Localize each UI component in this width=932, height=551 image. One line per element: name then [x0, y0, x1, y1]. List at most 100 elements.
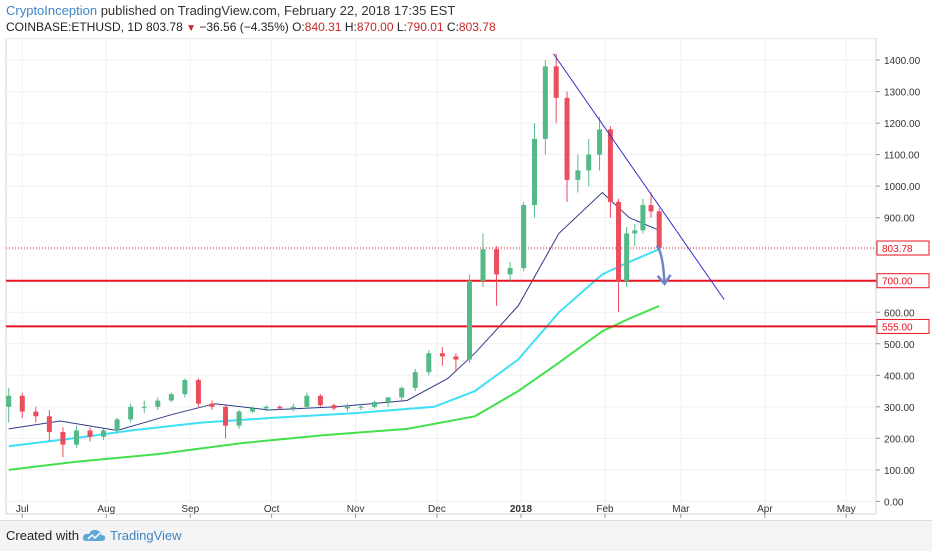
candle-body	[624, 233, 630, 281]
candle-body	[640, 205, 646, 231]
y-tick-label: 1200.00	[884, 119, 921, 130]
level-label-555.00: 555.00	[882, 322, 913, 333]
candle-body	[33, 411, 39, 417]
candle-body	[223, 406, 229, 426]
candle-body	[358, 406, 364, 408]
candle-body	[466, 280, 472, 360]
candle-body	[46, 416, 52, 433]
candle-body	[168, 394, 174, 401]
plot-frame	[5, 37, 877, 515]
price-chart[interactable]: 0.00 100.00 200.00 300.00 400.00 500.00 600.00…	[0, 37, 932, 520]
candle-body	[480, 249, 486, 281]
candle-body	[575, 170, 581, 180]
chart-area[interactable]: 0.00 100.00 200.00 300.00 400.00 500.00 600.00…	[0, 37, 932, 520]
candle-body	[507, 268, 513, 275]
y-tick-label: 1400.00	[884, 56, 921, 67]
ema-line-2	[8, 248, 660, 448]
candle-body	[385, 397, 391, 403]
price-change: −36.56 (−4.35%)	[199, 20, 289, 34]
high-value: 870.00	[356, 20, 394, 34]
footer: Created with TradingView	[0, 520, 932, 551]
grid	[6, 38, 876, 514]
down-triangle-icon: ▼	[186, 23, 196, 34]
candle-body	[209, 403, 215, 407]
created-with-text: Created with	[6, 528, 79, 543]
candle-body	[399, 387, 405, 398]
high-label: H:	[344, 20, 357, 34]
price-axis[interactable]: 0.00 100.00 200.00 300.00 400.00 500.00 600.00…	[876, 56, 930, 508]
candle-body	[236, 411, 242, 426]
y-tick-label: 900.00	[884, 214, 915, 225]
y-tick-label: 1300.00	[884, 88, 921, 99]
candle-body	[426, 353, 432, 373]
x-tick-label: Mar	[672, 504, 690, 515]
x-tick-label: Nov	[347, 504, 365, 515]
candle-body	[290, 406, 296, 409]
close-value: 803.78	[458, 20, 496, 34]
last-price: 803.78	[146, 20, 183, 34]
y-tick-label: 0.00	[884, 497, 904, 508]
x-tick-label: Aug	[97, 504, 115, 515]
open-value: 840.31	[304, 20, 342, 34]
publish-line: CryptoInception published on TradingView…	[6, 3, 455, 18]
candle-body	[372, 402, 378, 407]
candle-body	[304, 395, 310, 407]
y-tick-label: 300.00	[884, 403, 915, 414]
candle-body	[195, 380, 201, 404]
y-tick-label: 400.00	[884, 371, 915, 382]
candle-body	[128, 406, 134, 420]
author-link[interactable]: CryptoInception	[6, 3, 98, 18]
candle-body	[439, 353, 445, 357]
last-price-label: 803.78	[882, 244, 913, 255]
y-tick-label: 600.00	[884, 308, 915, 319]
x-tick-label: Sep	[181, 504, 199, 515]
candles	[6, 53, 662, 458]
x-tick-label: Apr	[757, 504, 773, 515]
x-tick-label: Dec	[428, 504, 446, 515]
projection-arrow	[655, 245, 666, 284]
candle-body	[597, 129, 603, 155]
published-text: published on TradingView.com, February 2…	[100, 3, 456, 18]
candle-body	[494, 249, 500, 275]
descending-trendline	[553, 53, 725, 300]
candle-body	[656, 211, 662, 248]
y-tick-label: 500.00	[884, 340, 915, 351]
x-tick-label: 2018	[510, 504, 533, 515]
candle-body	[101, 430, 107, 437]
low-value: 790.01	[406, 20, 444, 34]
y-tick-label: 100.00	[884, 466, 915, 477]
time-axis[interactable]: Jul Aug Sep Oct Nov Dec 2018 Feb Mar Apr May	[16, 504, 856, 518]
candle-body	[60, 432, 66, 445]
candle-body	[586, 154, 592, 171]
candle-body	[553, 66, 559, 98]
candle-body	[19, 395, 25, 412]
candle-body	[648, 205, 654, 212]
candle-body	[331, 405, 337, 409]
candle-body	[141, 406, 147, 408]
candle-body	[532, 138, 538, 206]
level-label-700.00: 700.00	[882, 277, 913, 288]
candle-body	[277, 406, 283, 409]
x-tick-label: Jul	[16, 504, 29, 515]
candle-body	[182, 380, 188, 395]
level-label-555.00-box	[876, 318, 930, 334]
tradingview-brand-link[interactable]: TradingView	[110, 528, 182, 543]
moving-averages	[8, 191, 660, 471]
candle-body	[250, 408, 256, 412]
candle-body	[412, 372, 418, 388]
candle-body	[73, 430, 79, 445]
candle-body	[607, 129, 613, 202]
candle-body	[114, 419, 120, 431]
level-label-700.00-box	[876, 273, 930, 289]
candle-body	[616, 201, 622, 281]
low-label: L:	[396, 20, 407, 34]
y-tick-label: 1000.00	[884, 182, 921, 193]
candle-body	[453, 356, 459, 360]
x-tick-label: Oct	[264, 504, 280, 515]
close-label: C:	[446, 20, 459, 34]
open-label: O:	[292, 20, 305, 34]
candle-body	[564, 97, 570, 180]
x-tick-label: May	[837, 504, 856, 515]
candle-body	[521, 205, 527, 269]
support-levels	[6, 247, 876, 328]
